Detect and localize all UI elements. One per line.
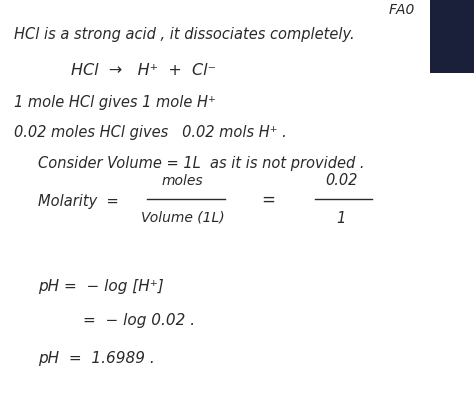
Text: Molarity  =: Molarity = — [38, 194, 118, 209]
Text: moles: moles — [162, 174, 203, 188]
Text: HCl  →   H⁺  +  Cl⁻: HCl → H⁺ + Cl⁻ — [71, 63, 216, 78]
Text: pH =  − log [H⁺]: pH = − log [H⁺] — [38, 278, 164, 294]
Text: 1 mole HCl gives 1 mole H⁺: 1 mole HCl gives 1 mole H⁺ — [14, 95, 216, 110]
Text: 0.02 moles HCl gives   0.02 mols H⁺ .: 0.02 moles HCl gives 0.02 mols H⁺ . — [14, 125, 287, 141]
Text: Consider Volume = 1L  as it is not provided .: Consider Volume = 1L as it is not provid… — [38, 156, 365, 171]
Text: 0.02: 0.02 — [325, 173, 357, 188]
Text: HCl is a strong acid , it dissociates completely.: HCl is a strong acid , it dissociates co… — [14, 27, 355, 42]
Bar — [430, 0, 474, 73]
Text: FΑ0: FΑ0 — [389, 3, 415, 17]
Text: Volume (1L): Volume (1L) — [141, 211, 224, 225]
Text: =  − log 0.02 .: = − log 0.02 . — [83, 313, 195, 328]
Text: =: = — [261, 191, 275, 208]
Text: pH  =  1.6989 .: pH = 1.6989 . — [38, 351, 155, 366]
Text: 1: 1 — [337, 211, 346, 226]
